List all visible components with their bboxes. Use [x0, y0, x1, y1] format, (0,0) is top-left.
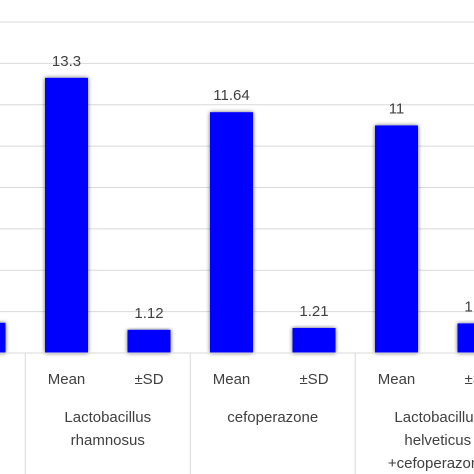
x-tick-label: ±SD: [134, 371, 163, 388]
value-label: 11.64: [213, 87, 249, 104]
group-label: +cefoperazone: [388, 455, 474, 472]
x-tick-label: Mean: [378, 371, 416, 388]
group-label: Lactobacillus: [394, 409, 474, 426]
bar: [45, 77, 88, 353]
bar: [457, 323, 474, 353]
x-tick-label: ±SD: [299, 371, 328, 388]
group-label: cefoperazone: [227, 409, 318, 426]
bar: [210, 112, 253, 353]
value-label: 11: [389, 100, 405, 117]
value-label: 1.21: [299, 303, 328, 320]
value-label: 13.3: [52, 53, 81, 70]
group-label: rhamnosus: [71, 432, 145, 449]
value-label: 1.12: [134, 305, 163, 322]
x-tick-label: ±SD: [464, 371, 474, 388]
group-label: Lactobacillus: [64, 409, 151, 426]
x-tick-label: Mean: [48, 371, 86, 388]
bar: [375, 125, 418, 353]
x-tick-label: Mean: [213, 371, 251, 388]
group-label: helveticus: [404, 432, 471, 449]
bar: [292, 327, 336, 353]
bar: [127, 329, 171, 353]
bar: [0, 322, 6, 353]
value-label: 1.43: [464, 298, 474, 315]
